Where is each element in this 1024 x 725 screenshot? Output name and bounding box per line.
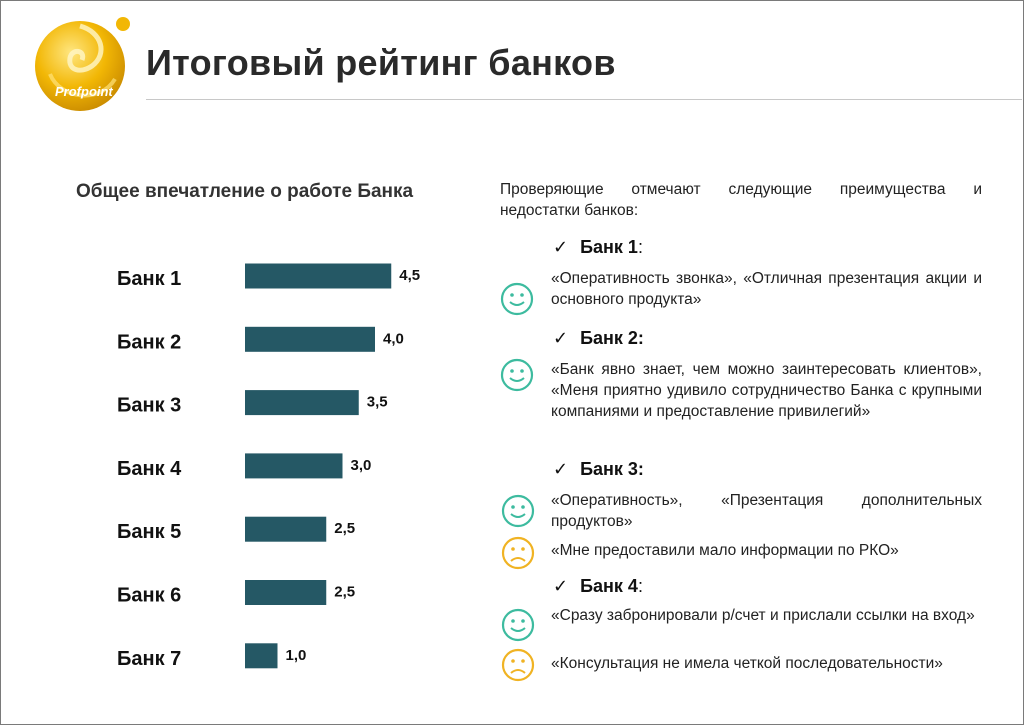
bank-3-heading: ✓ Банк 3: — [553, 459, 644, 480]
category-label: Банк 4 — [117, 458, 182, 480]
data-label: 4,5 — [399, 267, 420, 284]
bank-4-heading: ✓ Банк 4: — [553, 576, 643, 596]
intro-line-2: недостатки банков: — [500, 202, 639, 219]
category-label: Банк 1 — [117, 268, 181, 290]
data-label: 4,0 — [383, 330, 404, 347]
category-label: Банк 5 — [117, 521, 181, 543]
chart-title: Общее впечатление о работе Банка — [76, 181, 414, 202]
data-label: 3,5 — [367, 394, 388, 411]
intro-line-1: Проверяющие отмечают следующие преимущес… — [500, 181, 982, 198]
bank-4-comment-2: «Консультация не имела четкой последоват… — [551, 655, 943, 672]
comments-intro: Проверяющие отмечают следующие преимущес… — [500, 179, 982, 221]
bank-4-name: Банк 4 — [580, 576, 638, 596]
bank-1-comment-1: «Оперативность звонка», «Отличная презен… — [551, 270, 982, 308]
bar-chart: Банк 1 4,5 Банк 2 4,0 Банк 3 3,5 Банк 4 3,0 Банк… — [117, 263, 420, 670]
smiley-positive-icon — [500, 358, 534, 392]
category-label: Банк 7 — [117, 648, 181, 670]
smiley-positive-icon — [501, 608, 535, 642]
bank-3-comment-2: «Мне предоставили мало информации по РКО… — [551, 542, 899, 559]
smiley-positive-icon — [500, 282, 534, 316]
bar — [245, 453, 343, 479]
smiley-negative-icon — [501, 536, 535, 570]
bar — [245, 390, 359, 416]
bank-3-name: Банк 3: — [580, 459, 644, 479]
bar — [245, 516, 327, 542]
bank-2-heading: ✓ Банк 2: — [553, 328, 644, 349]
profpoint-logo: Profpoint — [35, 17, 130, 111]
checkmark-icon: ✓ — [553, 459, 569, 479]
smiley-positive-icon — [501, 494, 535, 528]
bar — [245, 326, 375, 352]
category-label: Банк 6 — [117, 585, 181, 607]
bank-1-name: Банк 1 — [580, 237, 638, 257]
title-divider — [146, 99, 1022, 100]
checkmark-icon: ✓ — [553, 576, 569, 596]
data-label: 3,0 — [351, 457, 372, 474]
bank-4-comment-1: «Сразу забронировали р/счет и прислали с… — [551, 607, 975, 624]
page-title: Итоговый рейтинг банков — [146, 42, 616, 83]
logo-text: Profpoint — [55, 84, 113, 99]
checkmark-icon: ✓ — [553, 328, 569, 348]
category-label: Банк 3 — [117, 395, 181, 417]
data-label: 2,5 — [334, 584, 355, 601]
data-label: 1,0 — [286, 647, 307, 664]
bank-1-heading: ✓ Банк 1: — [553, 237, 643, 257]
bank-2-comment-1: «Банк явно знает, чем можно заинтересова… — [551, 361, 982, 420]
checkmark-icon: ✓ — [553, 237, 569, 257]
bank-2-name: Банк 2: — [580, 328, 644, 348]
category-label: Банк 2 — [117, 331, 181, 353]
smiley-negative-icon — [501, 648, 535, 682]
bar — [245, 263, 392, 289]
data-label: 2,5 — [334, 520, 355, 537]
bank-3-comment-1: «Оперативность», «Презентация дополнител… — [551, 492, 982, 530]
bar — [245, 643, 278, 669]
bar — [245, 580, 327, 605]
